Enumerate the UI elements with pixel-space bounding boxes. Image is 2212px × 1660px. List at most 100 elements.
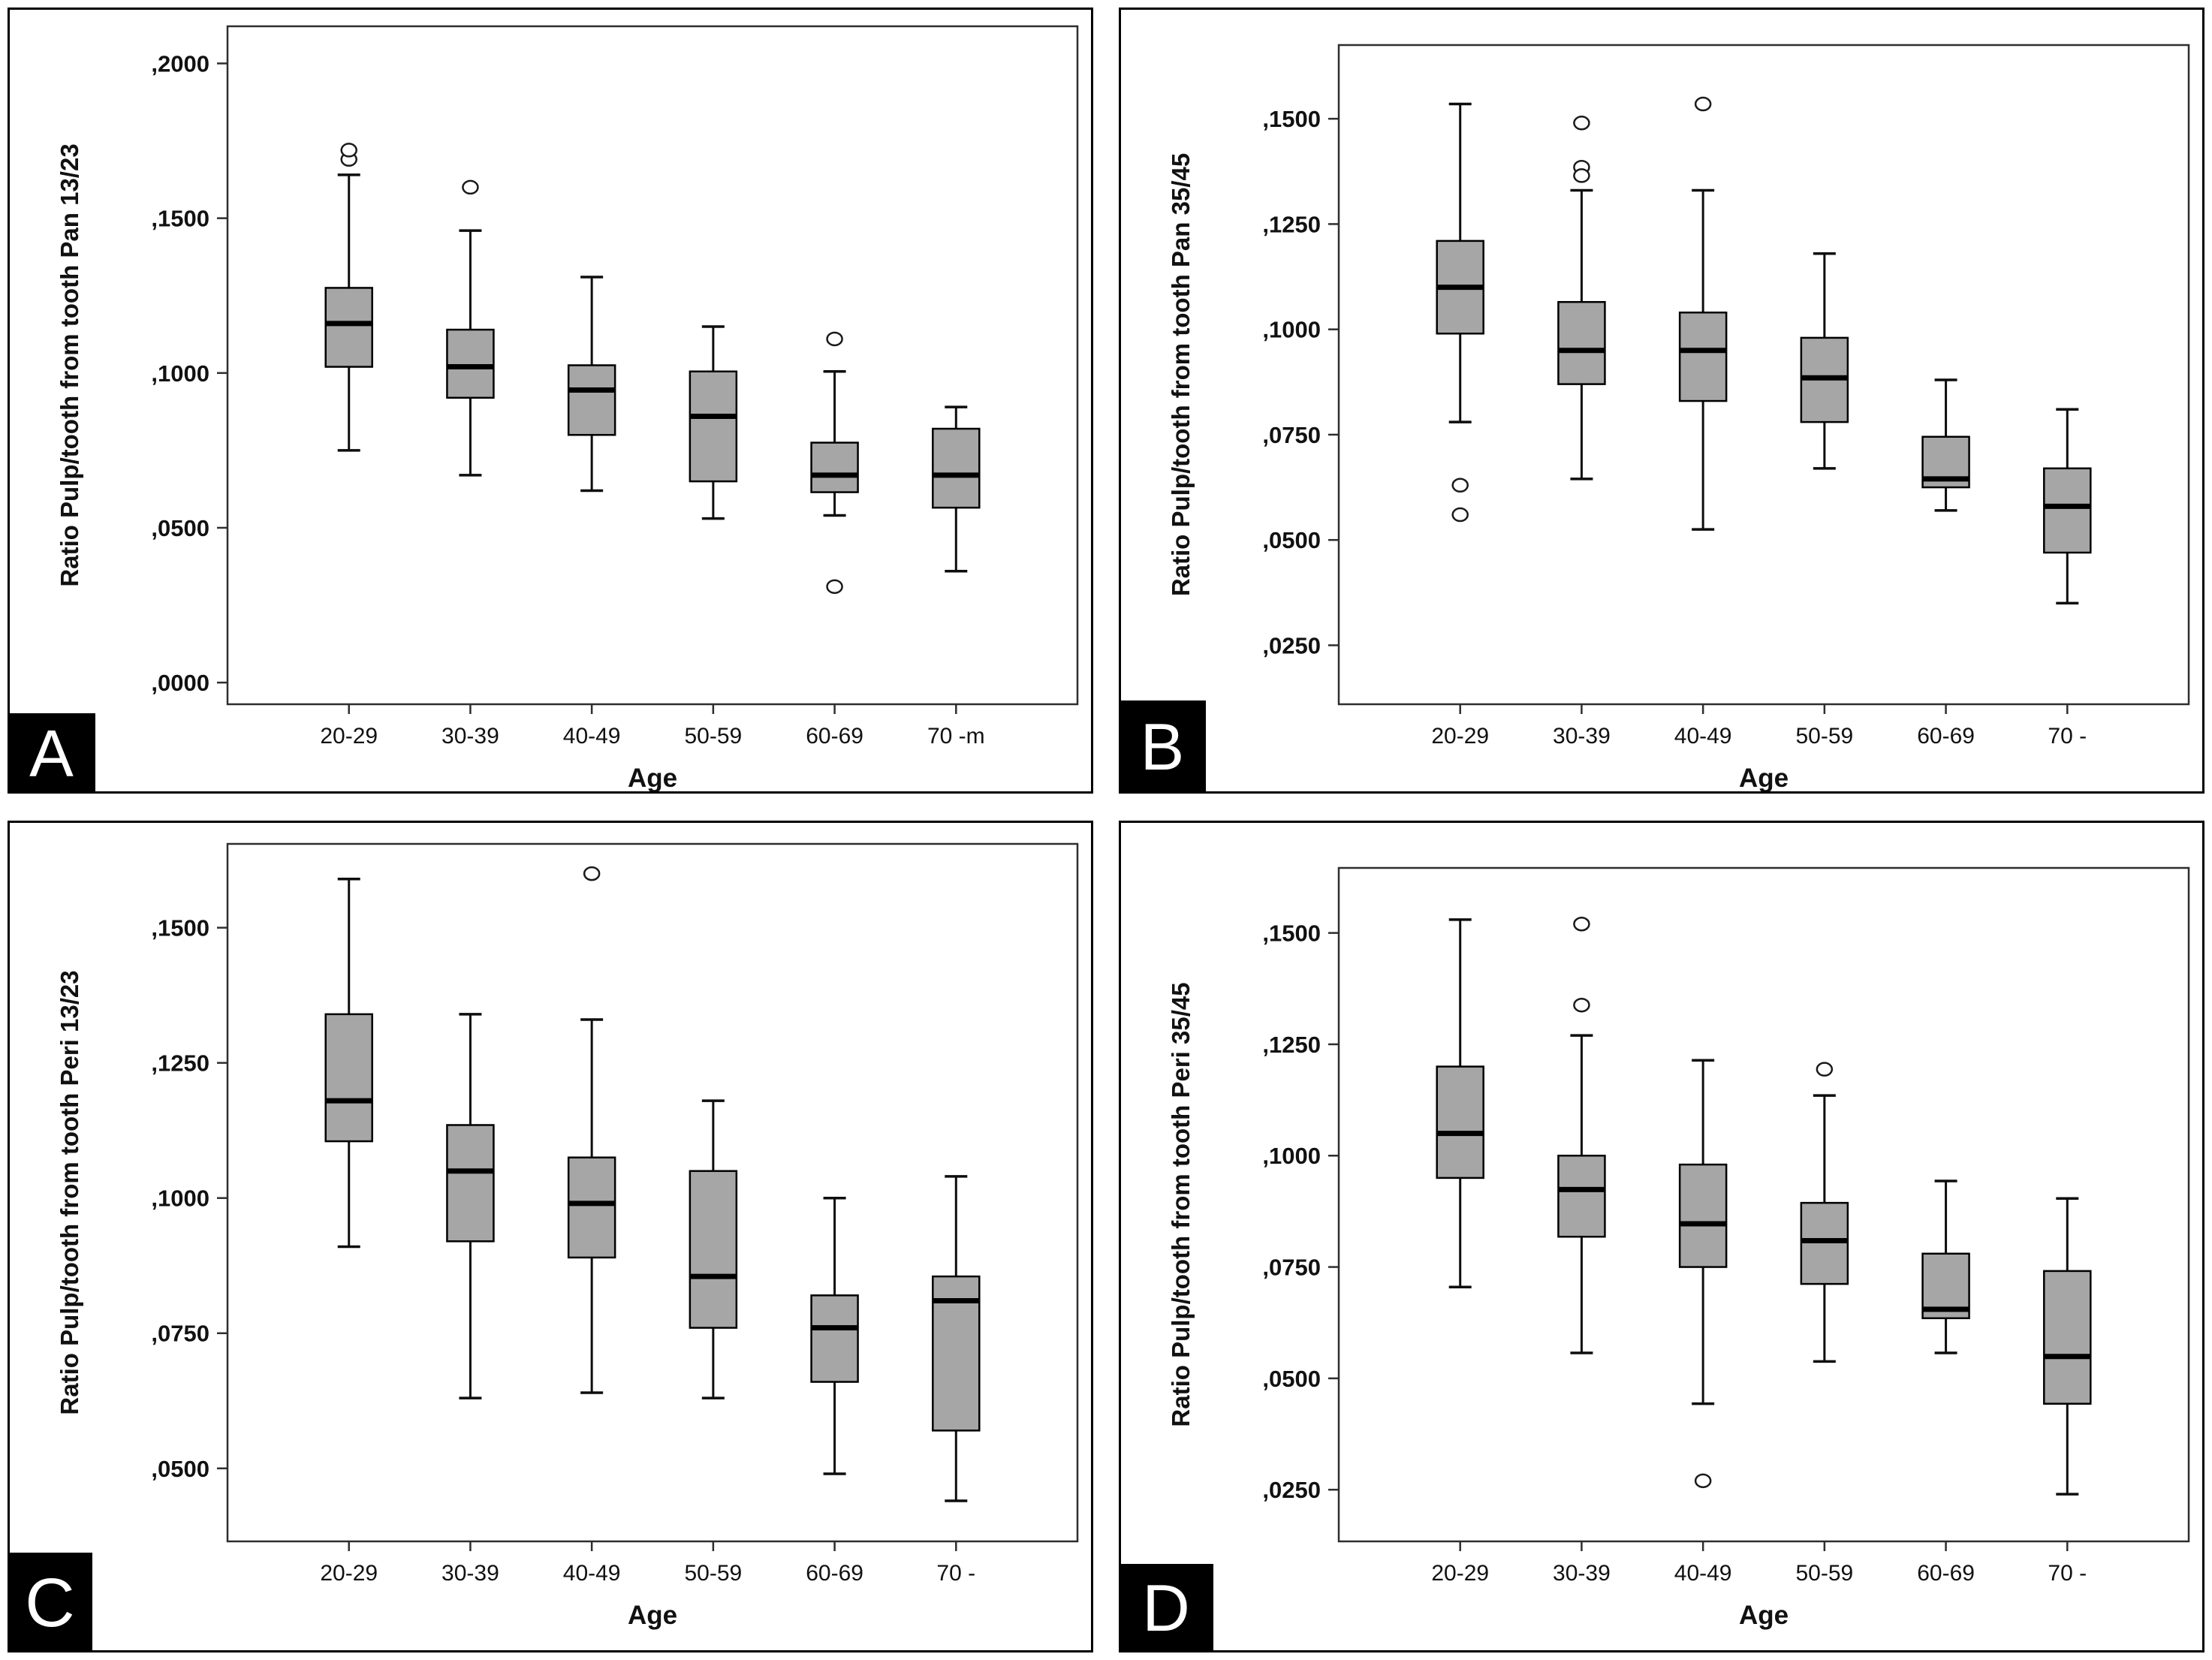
iqr-box: [689, 1170, 738, 1329]
outlier-point: [1451, 478, 1469, 493]
x-tick-label: 20-29: [320, 724, 378, 749]
x-tick-label: 70 -m: [927, 724, 985, 749]
iqr-box: [810, 441, 859, 493]
panel-b: ,0250 ,0500 ,0750 ,1000 ,1250 ,1500 Ratio Pulp…: [1119, 8, 2204, 794]
x-tick-label: 20-29: [1431, 1561, 1489, 1586]
y-tick-label: ,1500: [1262, 920, 1321, 947]
outlier-point: [583, 866, 601, 881]
y-tick-label: ,0750: [151, 1321, 209, 1347]
x-tick-label: 20-29: [320, 1561, 378, 1586]
x-tick-label: 40-49: [563, 1561, 621, 1586]
outlier-point: [340, 143, 357, 158]
outlier-point: [462, 179, 479, 195]
y-tick-label: ,1500: [1262, 106, 1321, 132]
y-tick-label: ,1500: [151, 206, 209, 232]
y-axis-title: Ratio Pulp/tooth from tooth Pan 13/23: [56, 143, 83, 586]
plot-frame: [1337, 866, 2190, 1543]
boxplot-chart-c: ,0500 ,0750 ,1000 ,1250 ,1500 Ratio Pulp/toot…: [56, 842, 1079, 1630]
iqr-box: [2043, 467, 2092, 554]
iqr-box: [446, 328, 495, 399]
iqr-box: [1557, 300, 1606, 385]
x-tick-label: 70 -: [2048, 1561, 2087, 1586]
y-tick-label: ,0500: [1262, 527, 1321, 553]
iqr-box: [1678, 311, 1728, 402]
x-tick-label: 60-69: [806, 724, 863, 749]
x-tick-label: 30-39: [1553, 724, 1611, 749]
y-tick-label: ,0250: [1262, 1477, 1321, 1503]
x-tick-label: 30-39: [441, 1561, 499, 1586]
y-axis-title: Ratio Pulp/tooth from tooth Peri 13/23: [56, 970, 83, 1414]
y-axis-title: Ratio Pulp/tooth from tooth Peri 35/45: [1167, 982, 1195, 1427]
y-tick-label: ,0500: [151, 515, 209, 541]
iqr-box: [2043, 1270, 2092, 1405]
x-tick-label: 40-49: [1674, 724, 1732, 749]
x-axis-title: Age: [1739, 1601, 1789, 1630]
x-tick-label: 70 -: [2048, 724, 2087, 749]
x-tick-label: 60-69: [1917, 1561, 1975, 1586]
y-tick-label: ,1000: [151, 1185, 209, 1212]
y-tick-label: ,1000: [151, 360, 209, 387]
outlier-point: [1573, 997, 1590, 1013]
outlier-point: [1451, 507, 1469, 523]
y-tick-label: ,1000: [1262, 317, 1321, 343]
y-tick-label: ,0750: [1262, 1255, 1321, 1281]
outlier-point: [1694, 1473, 1712, 1489]
iqr-box: [689, 370, 738, 483]
y-tick-label: ,0500: [1262, 1366, 1321, 1392]
y-tick-label: ,1250: [1262, 1032, 1321, 1058]
x-tick-label: 30-39: [1553, 1561, 1611, 1586]
x-tick-label: 60-69: [1917, 724, 1975, 749]
plot-frame: [1337, 44, 2190, 706]
panel-c: ,0500 ,0750 ,1000 ,1250 ,1500 Ratio Pulp/toot…: [8, 821, 1093, 1652]
x-tick-label: 50-59: [684, 724, 742, 749]
plot-frame: [226, 842, 1079, 1543]
x-axis-title: Age: [628, 764, 677, 791]
panel-label-d: D: [1119, 1564, 1213, 1652]
x-tick-label: 30-39: [441, 724, 499, 749]
iqr-box: [324, 287, 373, 368]
outlier-point: [1694, 96, 1712, 112]
outlier-point: [826, 579, 843, 595]
x-tick-label: 70 -: [936, 1561, 975, 1586]
iqr-box: [567, 1156, 616, 1259]
outlier-point: [826, 331, 843, 347]
y-tick-label: ,0500: [151, 1456, 209, 1482]
boxplot-chart-b: ,0250 ,0500 ,0750 ,1000 ,1250 ,1500 Ratio Pulp…: [1167, 44, 2190, 791]
x-tick-label: 20-29: [1431, 724, 1489, 749]
x-tick-label: 50-59: [1795, 724, 1853, 749]
outlier-point: [1573, 116, 1590, 131]
x-tick-label: 60-69: [806, 1561, 863, 1586]
iqr-box: [810, 1294, 859, 1383]
y-tick-label: ,0000: [151, 670, 209, 696]
panel-a: ,0000 ,0500 ,1000 ,1500 ,2000 Ratio Pulp/toot…: [8, 8, 1093, 794]
boxplot-chart-a: ,0000 ,0500 ,1000 ,1500 ,2000 Ratio Pulp/toot…: [56, 25, 1079, 791]
x-tick-label: 50-59: [684, 1561, 742, 1586]
y-tick-label: ,1250: [151, 1050, 209, 1077]
iqr-box: [1557, 1154, 1606, 1238]
y-tick-label: ,2000: [151, 50, 209, 77]
x-axis-title: Age: [628, 1601, 677, 1630]
iqr-box: [446, 1124, 495, 1243]
iqr-box: [1436, 1065, 1484, 1179]
iqr-box: [324, 1013, 373, 1143]
y-tick-label: ,1250: [1262, 211, 1321, 237]
y-axis-title: Ratio Pulp/tooth from tooth Pan 35/45: [1167, 153, 1195, 596]
x-axis-title: Age: [1739, 764, 1789, 791]
x-tick-label: 50-59: [1795, 1561, 1853, 1586]
iqr-box: [932, 427, 981, 509]
iqr-box: [1678, 1163, 1728, 1268]
y-tick-label: ,0250: [1262, 632, 1321, 658]
outlier-point: [1573, 168, 1590, 183]
boxplot-chart-d: ,0250 ,0500 ,0750 ,1000 ,1250 ,1500 Ratio Pulp…: [1167, 866, 2190, 1630]
panel-label-b: B: [1119, 700, 1206, 794]
x-tick-label: 40-49: [563, 724, 621, 749]
x-tick-label: 40-49: [1674, 1561, 1732, 1586]
y-tick-label: ,0750: [1262, 422, 1321, 448]
outlier-point: [1816, 1062, 1834, 1077]
outlier-point: [1573, 917, 1590, 932]
iqr-box: [1800, 1201, 1849, 1285]
panel-d: ,0250 ,0500 ,0750 ,1000 ,1250 ,1500 Ratio Pulp…: [1119, 821, 2204, 1652]
y-tick-label: ,1000: [1262, 1143, 1321, 1169]
iqr-box: [567, 364, 616, 436]
